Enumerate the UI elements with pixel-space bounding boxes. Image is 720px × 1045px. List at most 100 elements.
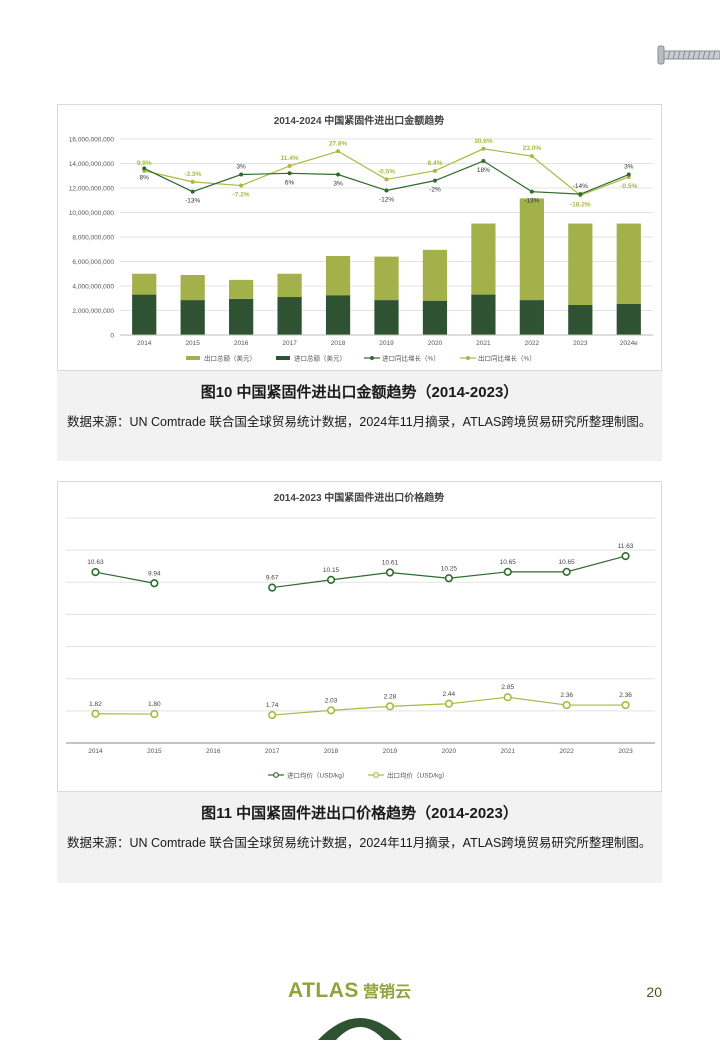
chart1-export-growth-point xyxy=(239,184,243,188)
chart1-xtick-label: 2022 xyxy=(525,340,540,347)
chart1-import-growth-point xyxy=(191,190,195,194)
chart2-point xyxy=(151,711,158,718)
chart1-export-bar xyxy=(568,224,592,305)
chart2-point xyxy=(387,569,394,576)
chart1-export-bar xyxy=(423,250,447,301)
chart2-point xyxy=(622,702,629,709)
chart1-import-growth-label: -13% xyxy=(185,198,200,205)
chart1-ytick-label: 8,000,000,000 xyxy=(72,235,114,242)
chart1-xtick-label: 2023 xyxy=(573,340,588,347)
chart1-export-growth-point xyxy=(191,180,195,184)
chart2-data-label: 2.36 xyxy=(619,692,632,699)
chart1-legend-label: 出口同比增长（%） xyxy=(478,354,536,363)
chart1-export-bar xyxy=(617,224,641,304)
chart1-import-growth-point xyxy=(385,188,389,192)
chart2-point xyxy=(328,577,335,584)
chart1-export-bar xyxy=(277,274,301,297)
chart1-import-bar xyxy=(568,305,592,335)
chart1-import-growth-point xyxy=(239,173,243,177)
chart1-import-growth-label: 3% xyxy=(624,164,634,171)
chart1-ytick-label: 16,000,000,000 xyxy=(69,137,115,144)
chart1-ytick-label: 0 xyxy=(110,333,114,340)
chart2-data-label: 10.65 xyxy=(559,559,576,566)
chart1-import-growth-label: 3% xyxy=(236,164,246,171)
chart1-xtick-label: 2016 xyxy=(234,340,249,347)
chart1-import-growth-point xyxy=(530,190,534,194)
chart2-point xyxy=(504,694,511,701)
chart2-xtick-label: 2023 xyxy=(618,748,633,755)
chart1-import-growth-label: -12% xyxy=(379,196,394,203)
chart2-data-label: 1.80 xyxy=(148,701,161,708)
chart2-point xyxy=(269,712,276,719)
chart1-xtick-label: 2024e xyxy=(620,340,638,347)
chart1-export-growth-label: -7.2% xyxy=(233,192,250,199)
chart1-export-growth-label: 27.8% xyxy=(329,140,348,147)
chart2-xtick-label: 2021 xyxy=(501,748,516,755)
chart1-legend-swatch xyxy=(276,356,290,360)
chart2-point xyxy=(151,580,158,587)
chart2-point xyxy=(328,707,335,714)
chart2-legend-label: 出口均价（USD/kg） xyxy=(387,771,448,780)
chart1-ytick-label: 14,000,000,000 xyxy=(69,161,115,168)
chart1-import-bar xyxy=(374,300,398,335)
chart2-data-label: 1.74 xyxy=(266,702,279,709)
chart2-data-label: 11.63 xyxy=(618,543,634,550)
chart1-import-bar xyxy=(326,295,350,335)
chart1-import-growth-label: -14% xyxy=(573,183,588,190)
chart1-legend-swatch xyxy=(186,356,200,360)
chart1-ytick-label: 12,000,000,000 xyxy=(69,186,115,193)
chart1-export-bar xyxy=(374,257,398,300)
chart2-point xyxy=(563,569,570,576)
chart1-import-bar xyxy=(520,300,544,335)
chart2-point xyxy=(92,710,99,717)
chart2-data-label: 2.44 xyxy=(443,691,456,698)
chart2-xtick-label: 2022 xyxy=(559,748,574,755)
chart1-xtick-label: 2015 xyxy=(185,340,200,347)
chart1-export-bar xyxy=(326,256,350,295)
chart2-legend-marker xyxy=(374,773,379,778)
chart1-export-growth-label: 9.9% xyxy=(137,160,152,167)
chart1-import-growth-point xyxy=(433,179,437,183)
chart2-point xyxy=(387,703,394,710)
chart2-xtick-label: 2014 xyxy=(88,748,103,755)
chart1-legend-label: 进口总额（美元） xyxy=(294,354,346,363)
chart1-import-growth-point xyxy=(578,192,582,196)
chart1-import-growth-point xyxy=(627,173,631,177)
chart2-data-label: 10.25 xyxy=(441,565,458,572)
chart1-export-growth-point xyxy=(530,154,534,158)
chart2-point xyxy=(563,702,570,709)
chart2-data-label: 10.63 xyxy=(87,559,104,566)
chart2-data-label: 9.67 xyxy=(266,575,279,582)
chart2-xtick-label: 2019 xyxy=(383,748,398,755)
chart2-data-label: 9.94 xyxy=(148,570,161,577)
figure11-caption-box: 图11 中国紧固件进出口价格趋势（2014-2023） 数据来源：UN Comt… xyxy=(57,792,662,883)
chart1-xtick-label: 2020 xyxy=(428,340,443,347)
bolt-icon xyxy=(656,44,720,71)
chart2-legend-label: 进口均价（USD/kg） xyxy=(287,771,348,780)
chart1-export-growth-label: 23.0% xyxy=(523,145,542,152)
chart2-series-line xyxy=(95,572,154,583)
chart1-import-growth-label: -13% xyxy=(524,198,539,205)
logo-text: ATLAS xyxy=(288,979,359,1002)
figure11-source: 数据来源：UN Comtrade 联合国全球贸易统计数据，2024年11月摘录，… xyxy=(57,823,662,860)
chart1-ytick-label: 2,000,000,000 xyxy=(72,308,114,315)
chart1-import-bar xyxy=(229,299,253,335)
figure10-caption-box: 图10 中国紧固件进出口金额趋势（2014-2023） 数据来源：UN Comt… xyxy=(57,371,662,461)
chart1-export-growth-point xyxy=(288,164,292,168)
chart2-title: 2014-2023 中国紧固件进出口价格趋势 xyxy=(274,491,445,504)
chart1-import-bar xyxy=(617,304,641,335)
chart1-export-growth-point xyxy=(336,149,340,153)
chart1-export-bar xyxy=(471,224,495,295)
chart2-data-label: 2.28 xyxy=(384,693,397,700)
chart1-export-bar xyxy=(229,280,253,299)
chart1-import-growth-point xyxy=(336,173,340,177)
chart1-export-growth-label: -18.2% xyxy=(570,201,591,208)
chart2-data-label: 10.61 xyxy=(382,559,399,566)
chart1-import-bar xyxy=(277,297,301,335)
chart1-export-bar xyxy=(520,198,544,300)
chart2-data-label: 1.82 xyxy=(89,701,102,708)
chart1-svg: 2014-2024 中国紧固件进出口金额趋势02,000,000,0004,00… xyxy=(58,105,661,370)
